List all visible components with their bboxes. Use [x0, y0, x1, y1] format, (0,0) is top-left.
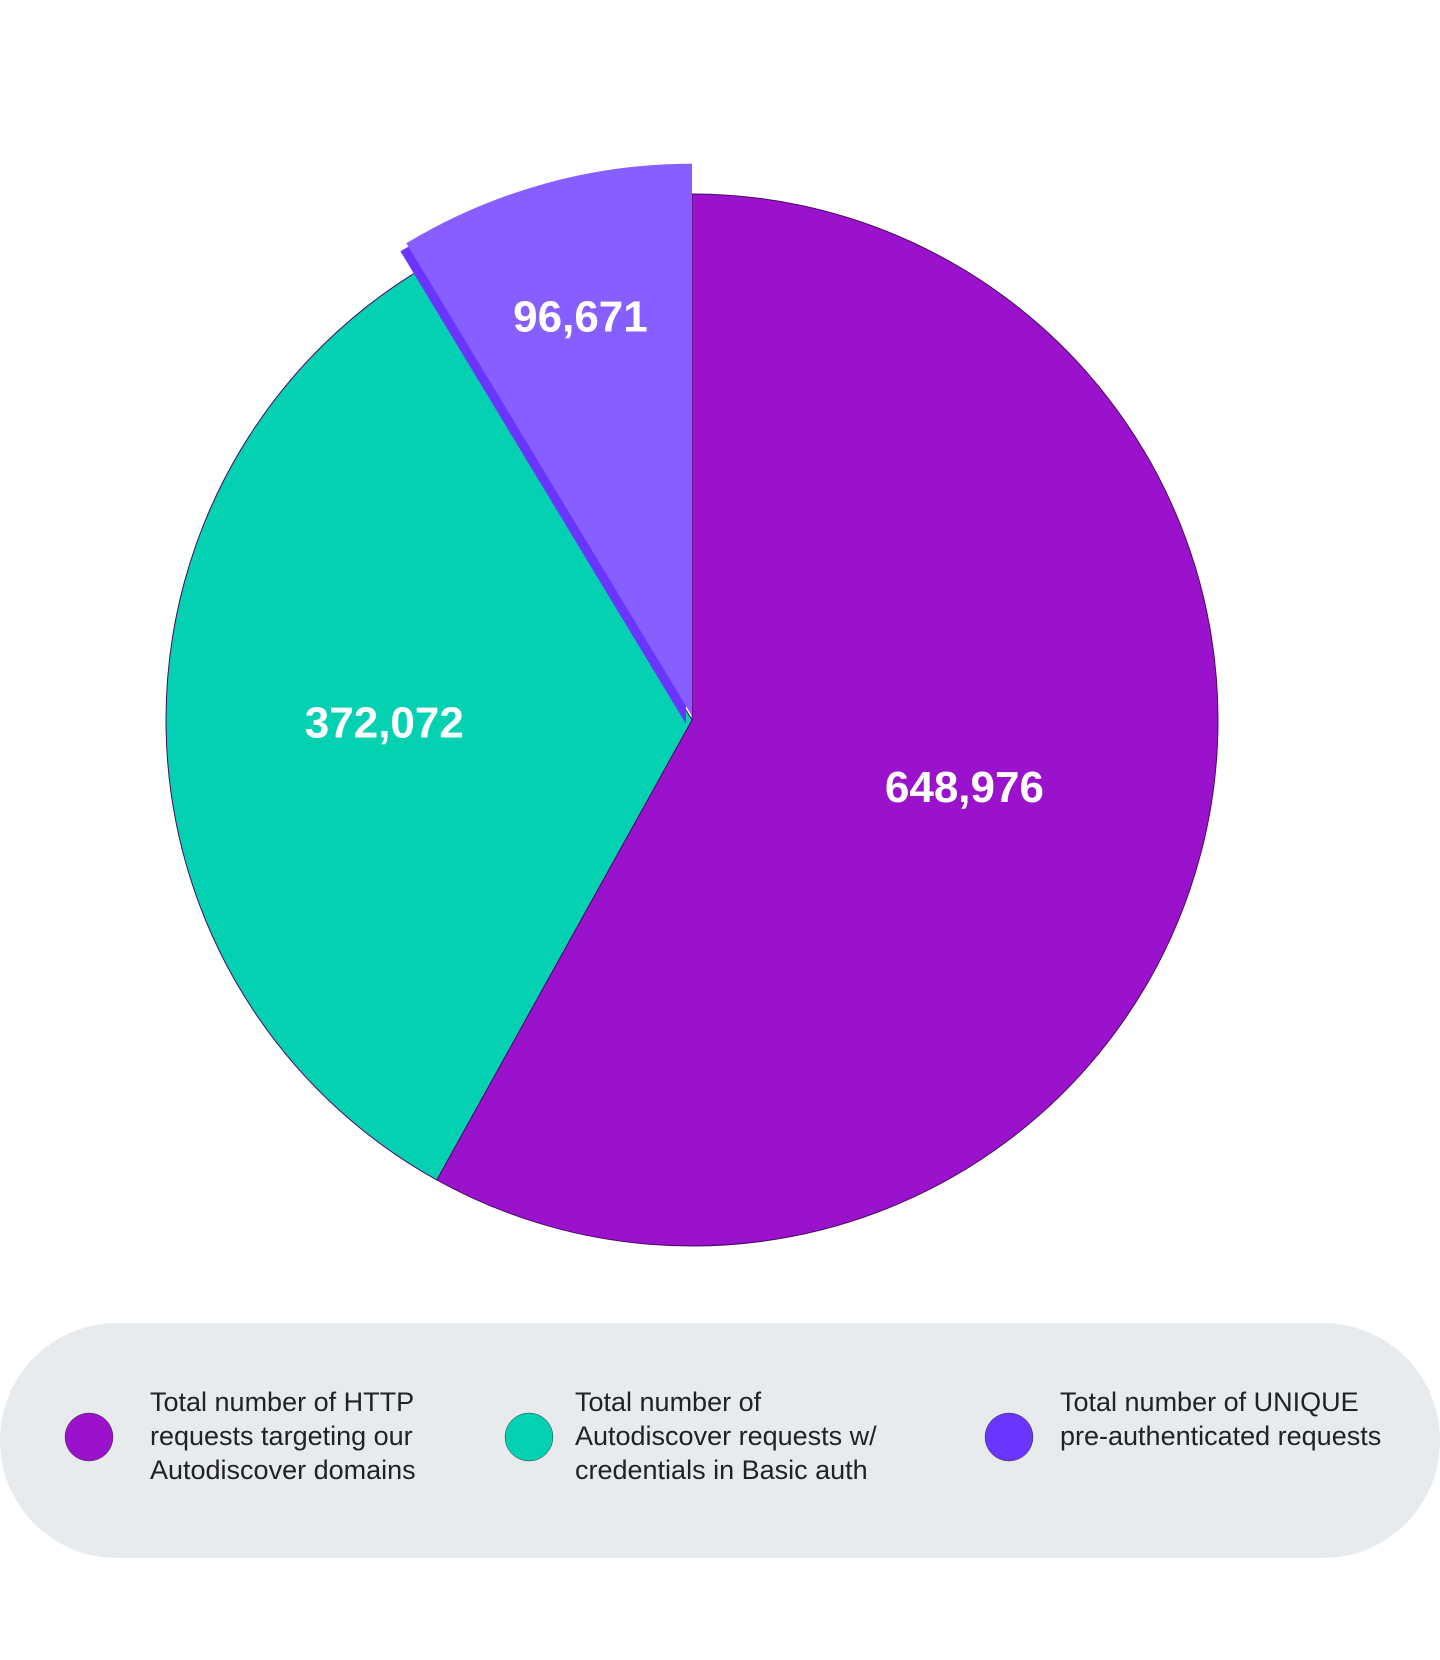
legend-box [0, 1323, 1440, 1558]
value-label: 648,976 [885, 763, 1044, 812]
legend-swatch [984, 1412, 1034, 1462]
value-label: 372,072 [305, 698, 464, 747]
legend-label: Total number of UNIQUE pre-authenticated… [1060, 1387, 1382, 1451]
legend-label: Total number of Autodiscover requests w/… [575, 1387, 877, 1485]
slice [406, 163, 692, 716]
value-label: 96,671 [513, 292, 648, 341]
slice [436, 193, 1219, 1247]
legend-label: Total number of HTTP requests targeting … [150, 1387, 416, 1485]
slice [165, 269, 693, 1181]
legend-swatch [504, 1412, 554, 1462]
legend-swatch [64, 1412, 114, 1462]
slice-highlight [406, 163, 692, 716]
